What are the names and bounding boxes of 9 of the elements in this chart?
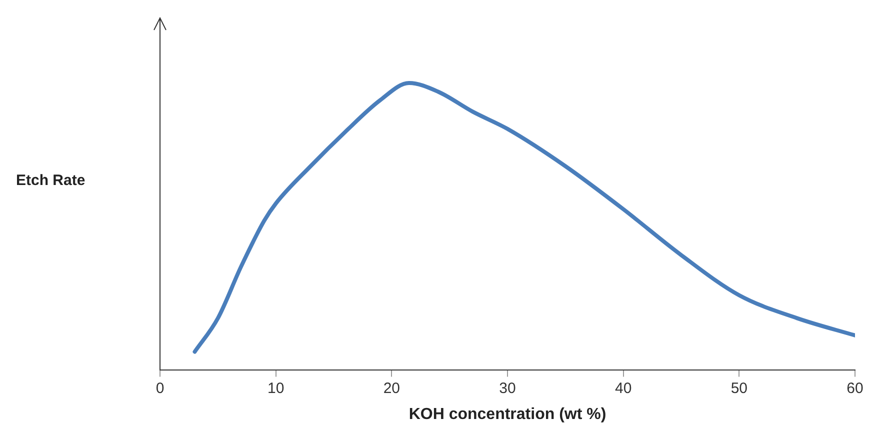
x-tick-label: 20: [383, 380, 400, 397]
x-tick-label: 40: [614, 380, 632, 397]
x-tick-label: 30: [499, 380, 516, 397]
x-axis-title: KOH concentration (wt %): [408, 406, 606, 423]
x-tick-label: 60: [846, 380, 864, 397]
x-tick-label: 0: [156, 380, 164, 397]
y-axis-title: Etch Rate: [16, 172, 86, 189]
x-tick-label: 50: [730, 380, 748, 397]
x-tick-label: 10: [267, 380, 284, 397]
